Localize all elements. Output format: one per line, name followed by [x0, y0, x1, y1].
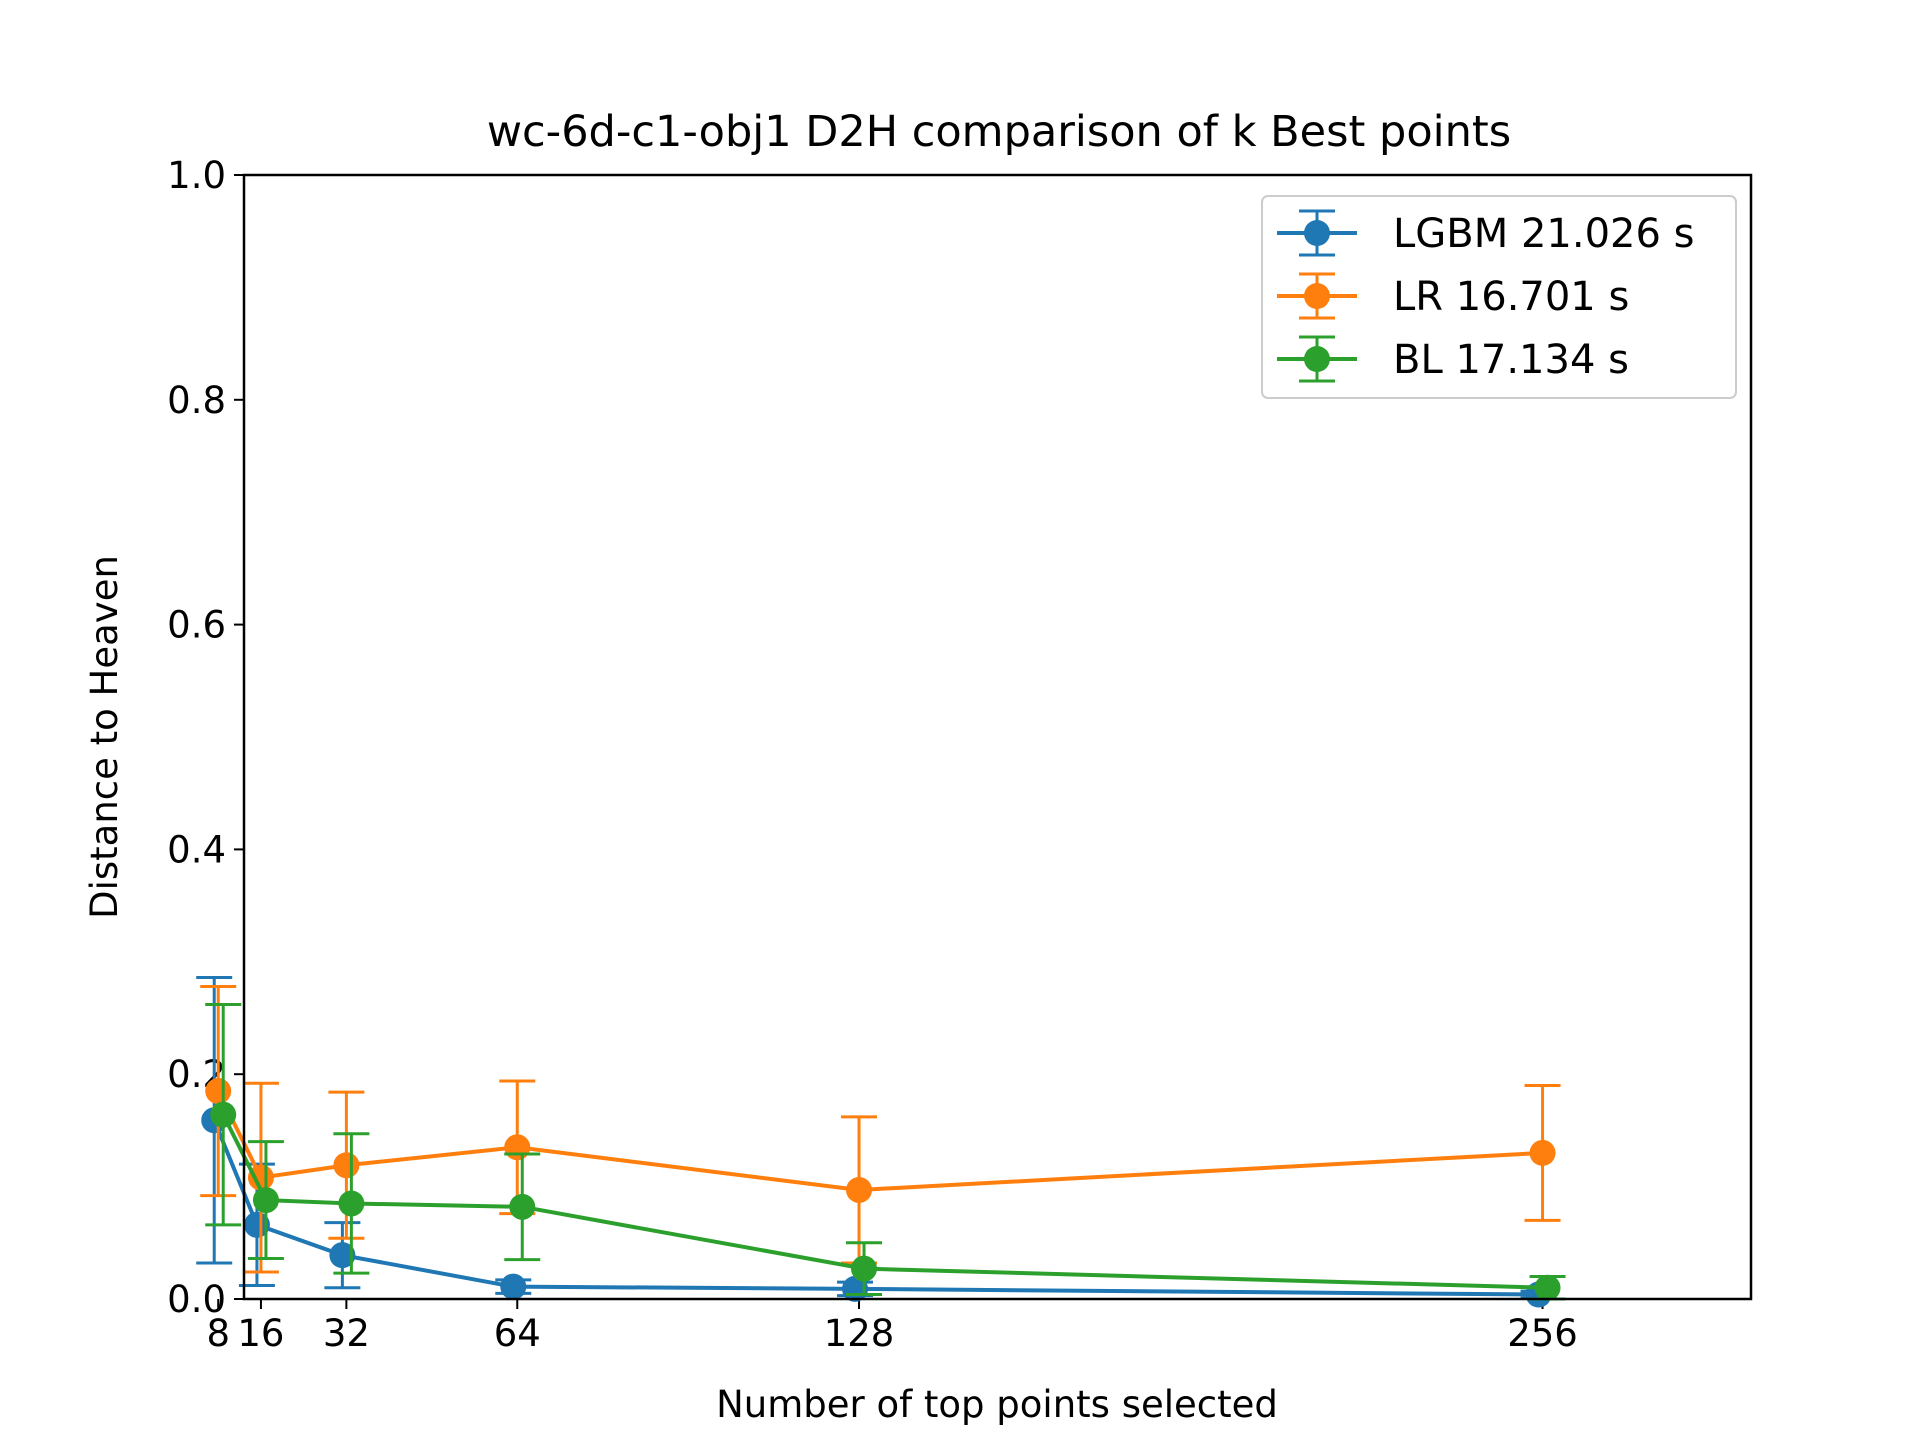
legend-marker	[1304, 346, 1330, 372]
legend-entry: BL 17.134 s	[1277, 335, 1629, 383]
series-layer	[196, 976, 1566, 1308]
chart-title: wc-6d-c1-obj1 D2H comparison of k Best p…	[487, 107, 1511, 157]
x-axis-label: Number of top points selected	[716, 1383, 1278, 1426]
y-tick-label: 0.4	[167, 828, 226, 871]
data-point	[509, 1193, 536, 1220]
series-bl	[205, 1003, 1566, 1301]
data-point	[329, 1242, 356, 1269]
data-point	[210, 1101, 237, 1128]
data-point	[1534, 1274, 1561, 1301]
data-point	[333, 1152, 360, 1179]
legend-entry: LGBM 21.026 s	[1277, 209, 1694, 257]
x-tick-label: 32	[323, 1312, 370, 1355]
legend: LGBM 21.026 s LR 16.701 s BL 17.134 s	[1261, 195, 1737, 399]
data-point	[338, 1190, 365, 1217]
y-tick-label: 1.0	[167, 154, 226, 197]
legend-label: LR 16.701 s	[1393, 274, 1629, 320]
legend-marker	[1304, 220, 1330, 246]
series-line	[216, 1090, 1543, 1192]
plot-frame	[242, 173, 1753, 1301]
data-point	[205, 1078, 232, 1105]
x-tick-label: 8	[206, 1312, 230, 1355]
y-tick-label: 0.0	[167, 1278, 226, 1321]
legend-box	[1261, 195, 1737, 399]
data-point	[851, 1255, 878, 1282]
series-line	[221, 1113, 1548, 1290]
data-point	[243, 1211, 270, 1238]
x-tick-label: 64	[494, 1312, 541, 1355]
data-point	[846, 1176, 873, 1203]
data-point	[252, 1187, 279, 1214]
legend-entry: LR 16.701 s	[1277, 272, 1629, 320]
legend-label: LGBM 21.026 s	[1393, 211, 1694, 257]
legend-marker	[1304, 283, 1330, 309]
series-line	[212, 1119, 1539, 1297]
data-point	[1529, 1139, 1556, 1166]
legend-label: BL 17.134 s	[1393, 337, 1629, 383]
x-tick-label: 16	[237, 1312, 284, 1355]
y-tick-label: 0.8	[167, 379, 226, 422]
y-axis-label: Distance to Heaven	[83, 555, 126, 919]
x-tick-label: 128	[824, 1312, 895, 1355]
data-point	[500, 1273, 527, 1300]
y-tick-label: 0.6	[167, 604, 226, 647]
data-point	[504, 1134, 531, 1161]
x-tick-label: 256	[1507, 1312, 1578, 1355]
series-lr	[200, 985, 1561, 1274]
